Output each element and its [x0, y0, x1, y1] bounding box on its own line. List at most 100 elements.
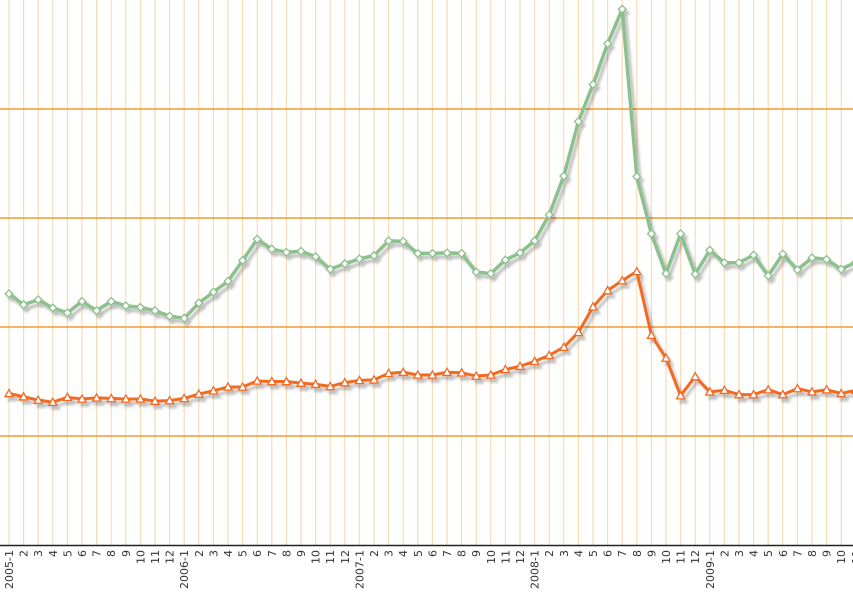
x-tick-label: 7	[441, 550, 454, 557]
data-point	[194, 298, 204, 308]
data-point	[106, 296, 116, 307]
vertical-gridlines	[8, 0, 842, 545]
data-point	[281, 247, 292, 258]
data-point	[485, 369, 496, 379]
x-tick-label: 11	[324, 550, 337, 564]
x-tick-label: 3	[558, 550, 571, 557]
data-point	[310, 378, 321, 389]
data-point	[267, 244, 277, 254]
data-point	[632, 171, 642, 182]
data-point	[18, 391, 29, 401]
data-point	[383, 367, 394, 378]
x-tick-label: 2	[18, 550, 31, 557]
x-tick-label: 2005-1	[3, 550, 16, 589]
data-point	[719, 384, 730, 395]
data-point	[91, 392, 102, 402]
x-tick-label: 8	[631, 550, 644, 557]
x-axis: 2005-1 2 3 4 5 6 7 8 9 10 11 12 2006-1 2 3 4 5 6 7 8 9 10 11 12…	[0, 544, 853, 589]
data-point	[690, 269, 700, 279]
data-point	[456, 248, 467, 259]
data-point	[340, 259, 350, 269]
x-tick-label: 4	[572, 550, 585, 557]
data-point	[339, 377, 350, 387]
data-point	[237, 255, 248, 266]
data-point	[777, 389, 788, 399]
data-point	[106, 393, 117, 403]
data-point	[748, 250, 759, 260]
data-point	[354, 375, 365, 385]
x-tick-label: 8	[806, 550, 819, 557]
data-point	[252, 375, 263, 385]
data-point	[368, 374, 380, 384]
data-point	[836, 264, 846, 274]
data-point	[821, 384, 832, 394]
data-point	[792, 383, 803, 393]
x-tick-label: 9	[295, 550, 308, 557]
x-tick-label: 2008-1	[529, 550, 542, 589]
x-tick-label: 10	[835, 550, 848, 564]
x-tick-label: 6	[251, 550, 264, 557]
data-point	[792, 265, 803, 275]
data-point	[237, 381, 248, 391]
horizontal-gridlines	[0, 108, 853, 437]
x-tick-label: 9	[120, 550, 133, 557]
data-point	[149, 395, 161, 405]
x-tick-label: 2	[718, 550, 731, 557]
data-point	[544, 350, 555, 360]
x-tick-label: 10	[485, 550, 498, 564]
data-point	[47, 396, 58, 407]
data-point	[427, 248, 438, 259]
data-point	[383, 236, 394, 246]
data-point	[398, 366, 409, 377]
data-point	[164, 395, 175, 405]
data-point	[325, 264, 335, 274]
x-tick-label: 12	[339, 550, 352, 564]
data-point	[734, 257, 744, 268]
data-point	[223, 276, 233, 286]
data-point	[369, 250, 379, 261]
data-point	[646, 329, 657, 340]
data-point	[514, 360, 526, 371]
data-point	[33, 295, 43, 305]
data-point	[544, 210, 554, 220]
x-tick-label: 11	[499, 550, 512, 564]
x-tick-label: 4	[47, 550, 60, 557]
data-point	[222, 381, 234, 391]
x-tick-label: 9	[470, 550, 483, 557]
data-point	[588, 79, 598, 90]
x-tick-label: 4	[397, 550, 410, 557]
data-point	[442, 248, 452, 258]
data-point	[3, 388, 15, 398]
data-point	[412, 369, 423, 379]
data-point	[748, 389, 759, 399]
data-point	[500, 364, 511, 374]
x-tick-label: 10	[310, 550, 323, 564]
data-point	[617, 275, 628, 285]
data-point	[660, 352, 672, 362]
data-point	[529, 355, 540, 366]
data-point	[427, 369, 438, 379]
x-tick-label: 8	[456, 550, 469, 557]
x-tick-label: 3	[383, 550, 396, 557]
data-point	[587, 301, 599, 311]
data-point	[602, 38, 613, 49]
data-point	[281, 376, 292, 386]
x-tick-label: 6	[777, 550, 790, 557]
data-point	[778, 249, 788, 259]
data-point	[62, 391, 73, 402]
data-point	[675, 390, 686, 400]
x-tick-label: 6	[76, 550, 89, 557]
x-tick-label: 12	[164, 550, 177, 564]
x-tick-label: 11	[149, 550, 162, 564]
data-point	[719, 257, 730, 268]
data-point	[18, 299, 29, 310]
x-tick-label: 7	[266, 550, 279, 557]
x-tick-label: 6	[602, 550, 615, 557]
x-tick-label: 2	[193, 550, 206, 557]
data-point	[559, 171, 569, 181]
x-tick-label: 2006-1	[178, 550, 191, 589]
data-point	[807, 253, 817, 263]
data-point	[91, 305, 102, 316]
